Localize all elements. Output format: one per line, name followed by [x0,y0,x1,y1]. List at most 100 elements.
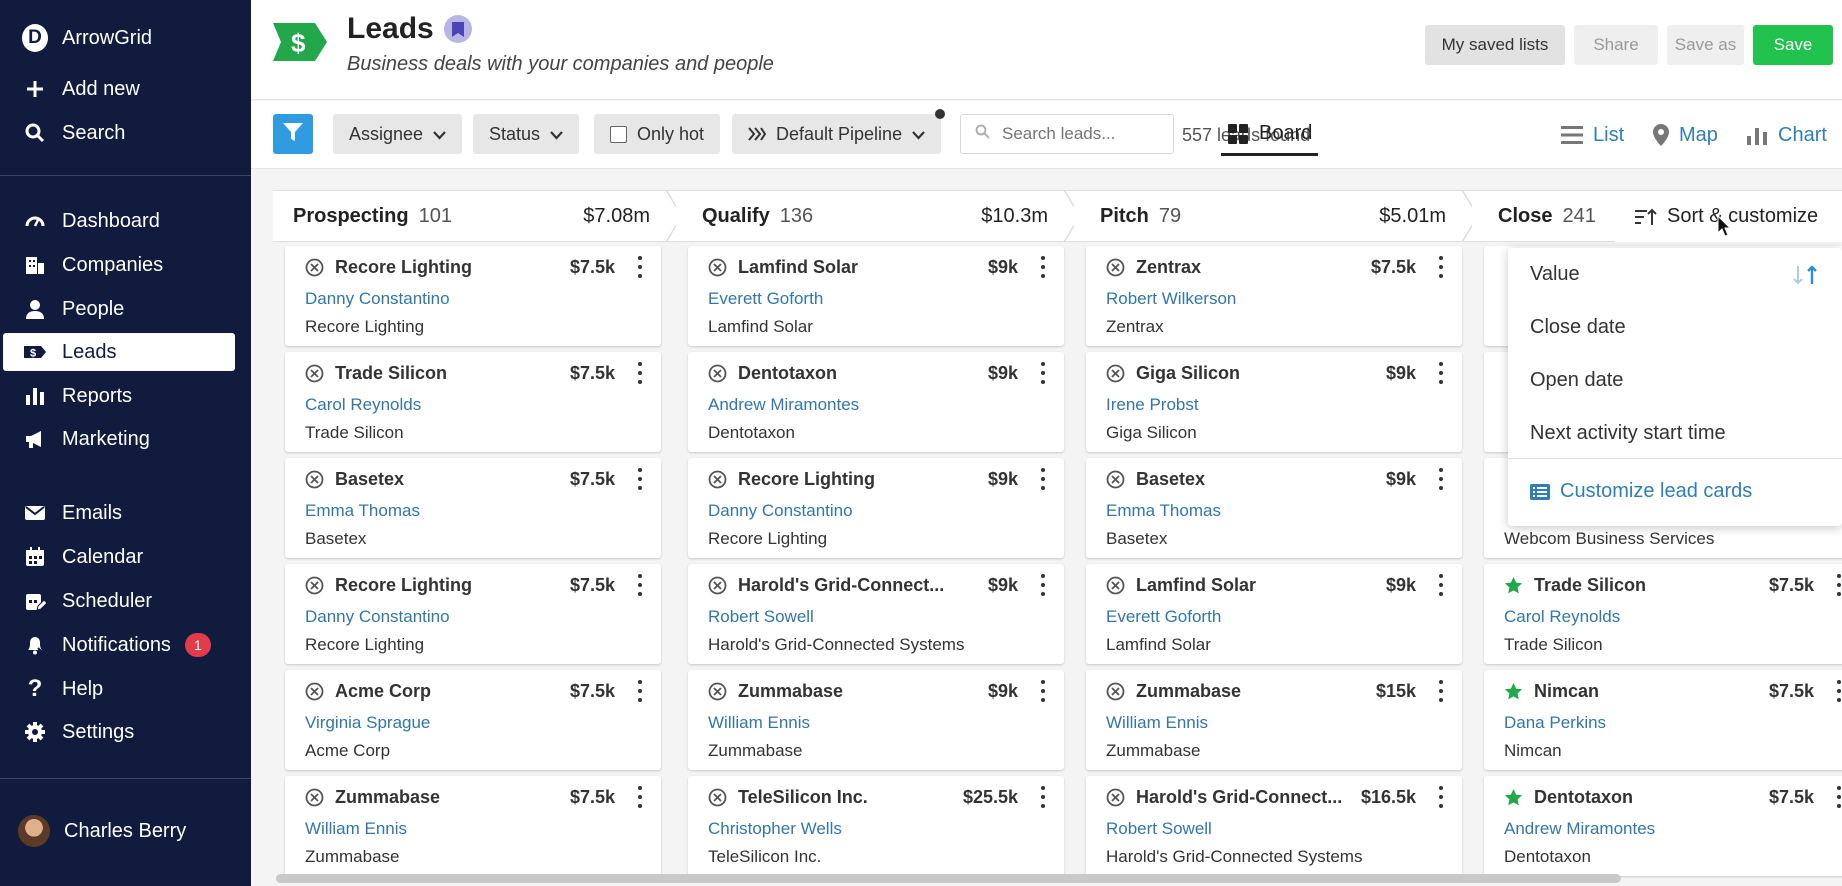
only-hot-checkbox[interactable] [610,125,627,143]
column-header-prospecting[interactable]: Prospecting 101 $7.08m [273,190,676,242]
lead-contact-link[interactable]: William Ennis [708,713,811,732]
more-options-icon[interactable] [1438,574,1444,596]
lead-card[interactable]: Basetex $7.5k Emma Thomas Basetex [285,458,661,558]
tab-board[interactable]: Board [1221,114,1319,156]
lead-contact-link[interactable]: Virginia Sprague [305,713,431,732]
lead-card[interactable]: Recore Lighting $9k Danny Constantino Recor… [688,458,1064,558]
lead-contact-link[interactable]: Andrew Miramontes [708,395,860,414]
lead-card[interactable]: Trade Silicon $7.5k Carol Reynolds Trade Si… [285,352,661,452]
sidebar-item-reports[interactable]: Reports [0,377,251,415]
search-input[interactable] [1002,124,1162,144]
lead-contact-link[interactable]: Dana Perkins [1504,713,1607,732]
sidebar-item-emails[interactable]: Emails [0,494,251,532]
more-options-icon[interactable] [1438,786,1444,808]
sidebar-item-people[interactable]: People [0,290,251,328]
lead-card[interactable]: Basetex $9k Emma Thomas Basetex [1086,458,1462,558]
lead-card[interactable]: Trade Silicon $7.5k Carol Reynolds Trade Si… [1484,564,1842,664]
more-options-icon[interactable] [1040,468,1046,490]
lead-card[interactable]: Recore Lighting $7.5k Danny Constantino Rec… [285,564,661,664]
more-options-icon[interactable] [1040,574,1046,596]
sidebar-item-dashboard[interactable]: Dashboard [0,202,251,240]
sort-option-next-activity[interactable]: Next activity start time [1530,422,1726,444]
more-options-icon[interactable] [637,256,643,278]
lead-contact-link[interactable]: Andrew Miramontes [1504,819,1656,838]
more-options-icon[interactable] [637,362,643,384]
sort-option-open-date[interactable]: Open date [1530,369,1624,391]
lead-card[interactable]: Harold's Grid-Connect... $16.5k Robert Sow… [1086,776,1462,876]
my-saved-lists-button[interactable]: My saved lists [1425,25,1565,65]
only-hot-toggle[interactable]: Only hot [594,114,721,154]
share-button[interactable]: Share [1574,25,1658,65]
sort-option-value[interactable]: Value [1530,263,1580,285]
more-options-icon[interactable] [637,786,643,808]
app-brand[interactable]: D ArrowGrid [0,19,251,57]
lead-card[interactable]: Acme Corp $7.5k Virginia Sprague Acme Corp [285,670,661,770]
lead-contact-link[interactable]: William Ennis [305,819,408,838]
more-options-icon[interactable] [1836,786,1842,808]
lead-contact-link[interactable]: Emma Thomas [305,501,420,520]
filter-button[interactable] [273,114,313,154]
lead-contact-link[interactable]: Everett Goforth [708,289,824,308]
lead-card[interactable]: Recore Lighting $7.5k Danny Constantino Rec… [285,246,661,346]
search-box[interactable] [960,114,1174,154]
sidebar-item-scheduler[interactable]: Scheduler [0,582,251,620]
bookmark-icon[interactable] [443,15,472,43]
lead-card[interactable]: TeleSilicon Inc. $25.5k Christopher Wells T… [688,776,1064,876]
sidebar-item-help[interactable]: ? Help [0,670,251,708]
sidebar-item-marketing[interactable]: Marketing [0,420,251,458]
lead-contact-link[interactable]: Danny Constantino [305,607,450,626]
lead-contact-link[interactable]: William Ennis [1106,713,1209,732]
lead-contact-link[interactable]: Christopher Wells [708,819,842,838]
sidebar-item-settings[interactable]: Settings [0,713,251,751]
sidebar-item-add-new[interactable]: Add new [0,70,251,108]
sort-customize-button[interactable]: Sort & customize [1615,191,1842,242]
more-options-icon[interactable] [1438,680,1444,702]
sort-direction-icon[interactable] [1792,264,1820,286]
lead-contact-link[interactable]: Robert Sowell [1106,819,1212,838]
assignee-filter[interactable]: Assignee [333,114,463,154]
more-options-icon[interactable] [1438,468,1444,490]
lead-contact-link[interactable]: Emma Thomas [1106,501,1221,520]
sidebar-item-notifications[interactable]: Notifications 1 [0,626,251,664]
lead-contact-link[interactable]: Robert Sowell [708,607,814,626]
lead-card[interactable]: Zentrax $7.5k Robert Wilkerson Zentrax [1086,246,1462,346]
more-options-icon[interactable] [637,468,643,490]
lead-contact-link[interactable]: Everett Goforth [1106,607,1222,626]
lead-card[interactable]: Dentotaxon $9k Andrew Miramontes Dentotaxon [688,352,1064,452]
lead-contact-link[interactable]: Carol Reynolds [1504,607,1621,626]
horizontal-scrollbar[interactable] [276,874,1621,883]
lead-card[interactable]: Zummabase $7.5k William Ennis Zummabase [285,776,661,876]
tab-map[interactable]: Map [1653,114,1718,156]
customize-lead-cards-link[interactable]: Customize lead cards [1530,480,1752,503]
lead-card[interactable]: Dentotaxon $7.5k Andrew Miramontes Dentotax… [1484,776,1842,876]
more-options-icon[interactable] [1438,256,1444,278]
lead-card[interactable]: Harold's Grid-Connect... $9k Robert Sowell… [688,564,1064,664]
lead-card[interactable]: Zummabase $9k William Ennis Zummabase [688,670,1064,770]
status-filter[interactable]: Status [473,114,580,154]
lead-contact-link[interactable]: Carol Reynolds [305,395,422,414]
more-options-icon[interactable] [1040,680,1046,702]
more-options-icon[interactable] [1438,362,1444,384]
lead-card[interactable]: Lamfind Solar $9k Everett Goforth Lamfind S… [688,246,1064,346]
save-as-button[interactable]: Save as [1667,25,1744,65]
lead-contact-link[interactable]: Danny Constantino [708,501,853,520]
column-header-pitch[interactable]: Pitch 79 $5.01m [1074,190,1472,242]
lead-card[interactable]: Zummabase $15k William Ennis Zummabase [1086,670,1462,770]
more-options-icon[interactable] [1040,362,1046,384]
sidebar-item-calendar[interactable]: Calendar [0,538,251,576]
sidebar-item-companies[interactable]: Companies [0,246,251,284]
tab-list[interactable]: List [1561,114,1624,156]
lead-card[interactable]: Nimcan $7.5k Dana Perkins Nimcan [1484,670,1842,770]
lead-contact-link[interactable]: Danny Constantino [305,289,450,308]
tab-chart[interactable]: Chart [1746,114,1827,156]
more-options-icon[interactable] [1040,786,1046,808]
more-options-icon[interactable] [1836,574,1842,596]
more-options-icon[interactable] [637,680,643,702]
column-header-qualify[interactable]: Qualify 136 $10.3m [676,190,1074,242]
lead-card[interactable]: Lamfind Solar $9k Everett Goforth Lamfind S… [1086,564,1462,664]
more-options-icon[interactable] [1836,680,1842,702]
sidebar-item-leads[interactable]: $ Leads [3,333,235,371]
save-button[interactable]: Save [1753,25,1833,65]
user-profile[interactable]: Charles Berry [0,812,251,850]
pipeline-selector[interactable]: Default Pipeline [732,114,942,154]
